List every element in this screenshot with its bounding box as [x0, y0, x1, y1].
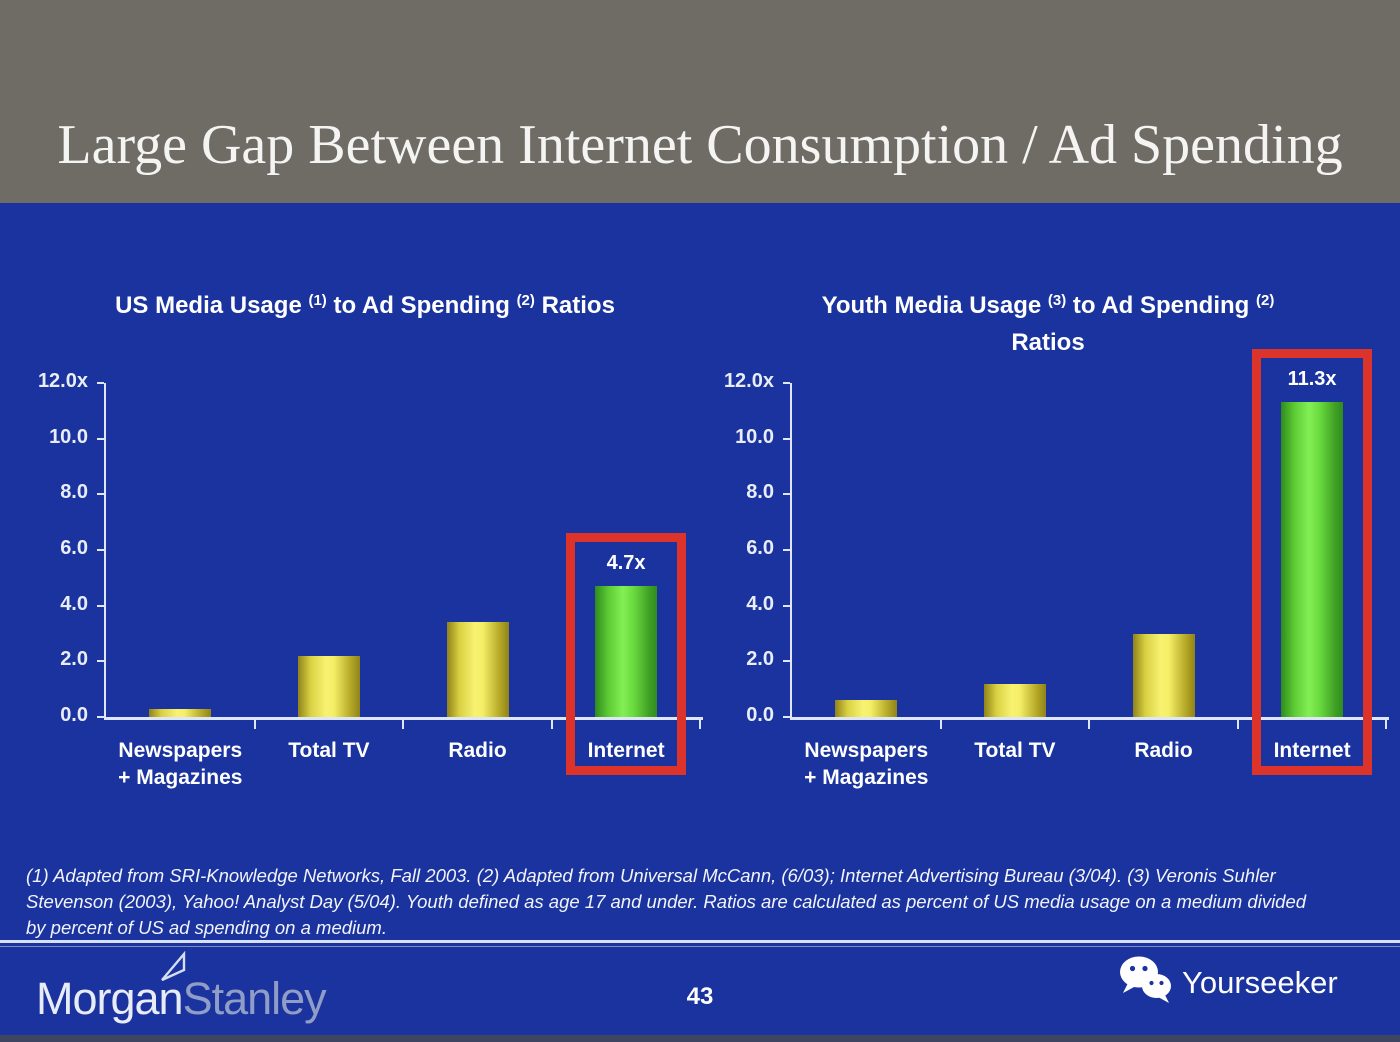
x-axis-tick: [1385, 720, 1388, 729]
slide-title: Large Gap Between Internet Consumption /…: [57, 114, 1343, 176]
y-axis-tick: [783, 437, 790, 440]
x-axis-category-label: Total TV: [974, 739, 1056, 762]
y-axis-tick-label: 4.0: [746, 592, 774, 615]
y-axis-tick-label: 12.0x: [723, 370, 774, 392]
separator-line-shadow: [0, 946, 1400, 947]
morgan-stanley-logo-stanley: Stanley: [182, 973, 327, 1024]
y-axis-line: [104, 383, 106, 720]
bar-total-tv: [297, 655, 360, 717]
y-axis-tick-label: 2.0: [746, 648, 774, 671]
y-axis-tick: [783, 604, 790, 607]
y-axis-tick-label: 10.0: [735, 425, 774, 448]
y-axis-tick-label: 6.0: [746, 537, 774, 559]
bar-internet: [1281, 402, 1344, 717]
bar-total-tv: [983, 683, 1046, 717]
slide-body: (1) Adapted from SRI-Knowledge Networks,…: [0, 203, 1400, 1042]
x-axis-category-label: Internet: [1273, 739, 1351, 762]
slide-header-band: Large Gap Between Internet Consumption /…: [0, 0, 1400, 203]
y-axis-tick: [97, 493, 104, 496]
y-axis-tick-label: 8.0: [60, 481, 88, 504]
chart-title: Youth Media Usage (3) to Ad Spending (2)…: [708, 289, 1388, 360]
chart-title: US Media Usage (1) to Ad Spending (2) Ra…: [25, 289, 705, 326]
bar-value-label: 4.7x: [606, 552, 646, 575]
bottom-strip: [0, 1035, 1400, 1042]
bar-radio: [446, 622, 509, 717]
y-axis-tick-label: 10.0: [49, 425, 88, 448]
wechat-icon: [1118, 955, 1174, 1010]
y-axis-tick: [783, 493, 790, 496]
y-axis-tick: [783, 716, 790, 718]
y-axis-tick-label: 6.0: [60, 537, 88, 559]
y-axis-tick: [97, 382, 104, 384]
x-axis-tick: [1236, 720, 1239, 729]
y-axis-tick: [783, 660, 790, 663]
x-axis-tick: [939, 720, 942, 729]
x-axis-tick: [1088, 720, 1091, 729]
morgan-stanley-logo: MorganStanley: [36, 973, 327, 1025]
bar-newspapers-+-magazines: [835, 700, 898, 717]
x-axis-category-label: Newspapers + Magazines: [118, 739, 243, 789]
y-axis-tick: [97, 549, 104, 551]
y-axis-line: [790, 383, 792, 720]
y-axis-tick: [783, 549, 790, 551]
y-axis-tick-label: 12.0x: [37, 370, 88, 392]
x-axis-line: [790, 717, 1389, 720]
footnote-text: (1) Adapted from SRI-Knowledge Networks,…: [26, 865, 1307, 938]
y-axis-tick-label: 4.0: [60, 592, 88, 615]
x-axis-category-label: Radio: [1134, 739, 1193, 762]
x-axis-category-label: Internet: [587, 739, 665, 762]
x-axis-line: [104, 717, 703, 720]
y-axis-tick-label: 2.0: [60, 648, 88, 671]
highlight-red-box: [566, 533, 687, 775]
bar-newspapers-+-magazines: [149, 708, 212, 717]
y-axis-tick-label: 0.0: [60, 704, 88, 726]
separator-line: [0, 940, 1400, 943]
x-axis-tick: [699, 720, 702, 729]
y-axis-tick: [97, 660, 104, 663]
x-axis-tick: [253, 720, 256, 729]
chart-title-line: US Media Usage (1) to Ad Spending (2) Ra…: [115, 292, 615, 319]
y-axis-tick-label: 0.0: [746, 704, 774, 726]
page-number: 43: [686, 983, 714, 1010]
bar-radio: [1132, 633, 1195, 717]
bar-value-label: 11.3x: [1287, 368, 1337, 391]
y-axis-tick-label: 8.0: [746, 481, 774, 504]
yourseeker-logo-text: Yourseeker: [1182, 965, 1338, 1000]
chart-title-line: Youth Media Usage (3) to Ad Spending (2): [821, 292, 1275, 319]
y-axis-tick: [97, 437, 104, 440]
bar-internet: [595, 586, 658, 717]
y-axis-tick: [97, 716, 104, 718]
morgan-stanley-flag-icon: [158, 950, 188, 988]
chart-title-line: Ratios: [1011, 329, 1085, 356]
highlight-red-box: [1252, 349, 1373, 775]
x-axis-tick: [550, 720, 553, 729]
y-axis-tick: [783, 382, 790, 384]
morgan-stanley-logo-morgan: Morgan: [36, 973, 184, 1024]
y-axis-tick: [97, 604, 104, 607]
x-axis-category-label: Radio: [448, 739, 507, 762]
x-axis-tick: [402, 720, 405, 729]
x-axis-category-label: Newspapers + Magazines: [804, 739, 929, 789]
x-axis-category-label: Total TV: [288, 739, 370, 762]
